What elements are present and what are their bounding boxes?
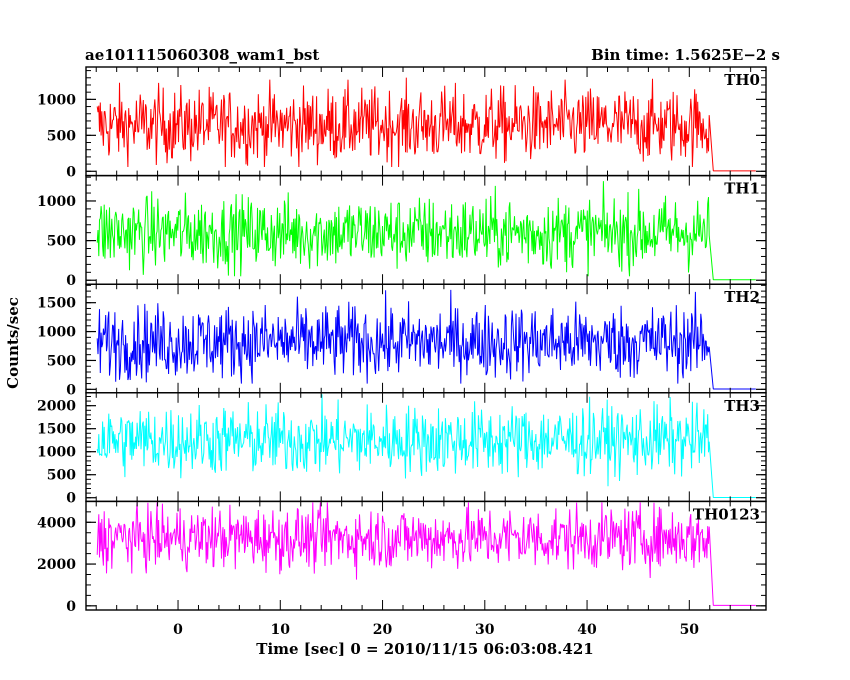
panel-th1: TH1 0 500 1000 xyxy=(37,174,767,289)
x-axis-label: Time [sec] 0 = 2010/11/15 06:03:08.421 xyxy=(256,640,593,658)
y-tick-label: 1500 xyxy=(37,422,76,438)
y-tick-label: 0 xyxy=(66,164,76,180)
panel-frame-th0123 xyxy=(85,500,767,611)
series-line-th1 xyxy=(96,181,756,281)
panel-th2: TH2 0 500 1000 1500 xyxy=(37,283,767,398)
panel-label-th1: TH1 xyxy=(724,180,760,198)
series-line-th2 xyxy=(96,289,756,390)
x-tick-label: 30 xyxy=(475,622,495,638)
y-tick-label: 1000 xyxy=(37,325,76,341)
y-tick-label: 0 xyxy=(66,382,76,398)
panels: TH005001000TH105001000TH2050010001500TH3… xyxy=(37,66,767,638)
panel-label-th0: TH0 xyxy=(724,71,760,89)
y-tick-label: 0 xyxy=(66,491,76,507)
panel-label-th3: TH3 xyxy=(724,397,760,415)
series-line-th3 xyxy=(96,394,756,498)
y-tick-label: 2000 xyxy=(37,557,76,573)
y-tick-label: 0 xyxy=(66,599,76,615)
y-tick-label: 1000 xyxy=(37,194,76,210)
panel-label-th0123: TH0123 xyxy=(693,505,760,523)
y-tick-label: 500 xyxy=(47,128,76,144)
y-tick-label: 500 xyxy=(47,468,76,484)
panel-th0123: TH0123 0 2000 4000 xyxy=(37,500,767,615)
x-tick-label: 0 xyxy=(173,622,183,638)
y-tick-label: 500 xyxy=(47,234,76,250)
bin-time-label: Bin time: 1.5625E−2 s xyxy=(591,46,780,64)
x-tick-label: 50 xyxy=(680,622,700,638)
series-line-th0123 xyxy=(96,502,756,606)
series-line-th0 xyxy=(96,77,756,172)
y-tick-label: 2000 xyxy=(37,399,76,415)
y-tick-label: 0 xyxy=(66,273,76,289)
panel-label-th2: TH2 xyxy=(724,288,760,306)
chart-title: ae101115060308_wam1_bst xyxy=(85,46,319,64)
y-axis-label: Counts/sec xyxy=(4,297,22,389)
y-tick-label: 1000 xyxy=(37,445,76,461)
panel-th3: TH3 0 500 1000 1500 2000 xyxy=(37,392,767,507)
x-tick-label: 20 xyxy=(373,622,393,638)
y-tick-label: 1500 xyxy=(37,296,76,312)
x-tick-label: 40 xyxy=(577,622,597,638)
y-tick-label: 4000 xyxy=(37,515,76,531)
y-tick-label: 1000 xyxy=(37,92,76,108)
y-tick-label: 500 xyxy=(47,353,76,369)
panel-th0: TH0 0 500 1000 xyxy=(37,66,767,180)
x-tick-label: 10 xyxy=(271,622,291,638)
